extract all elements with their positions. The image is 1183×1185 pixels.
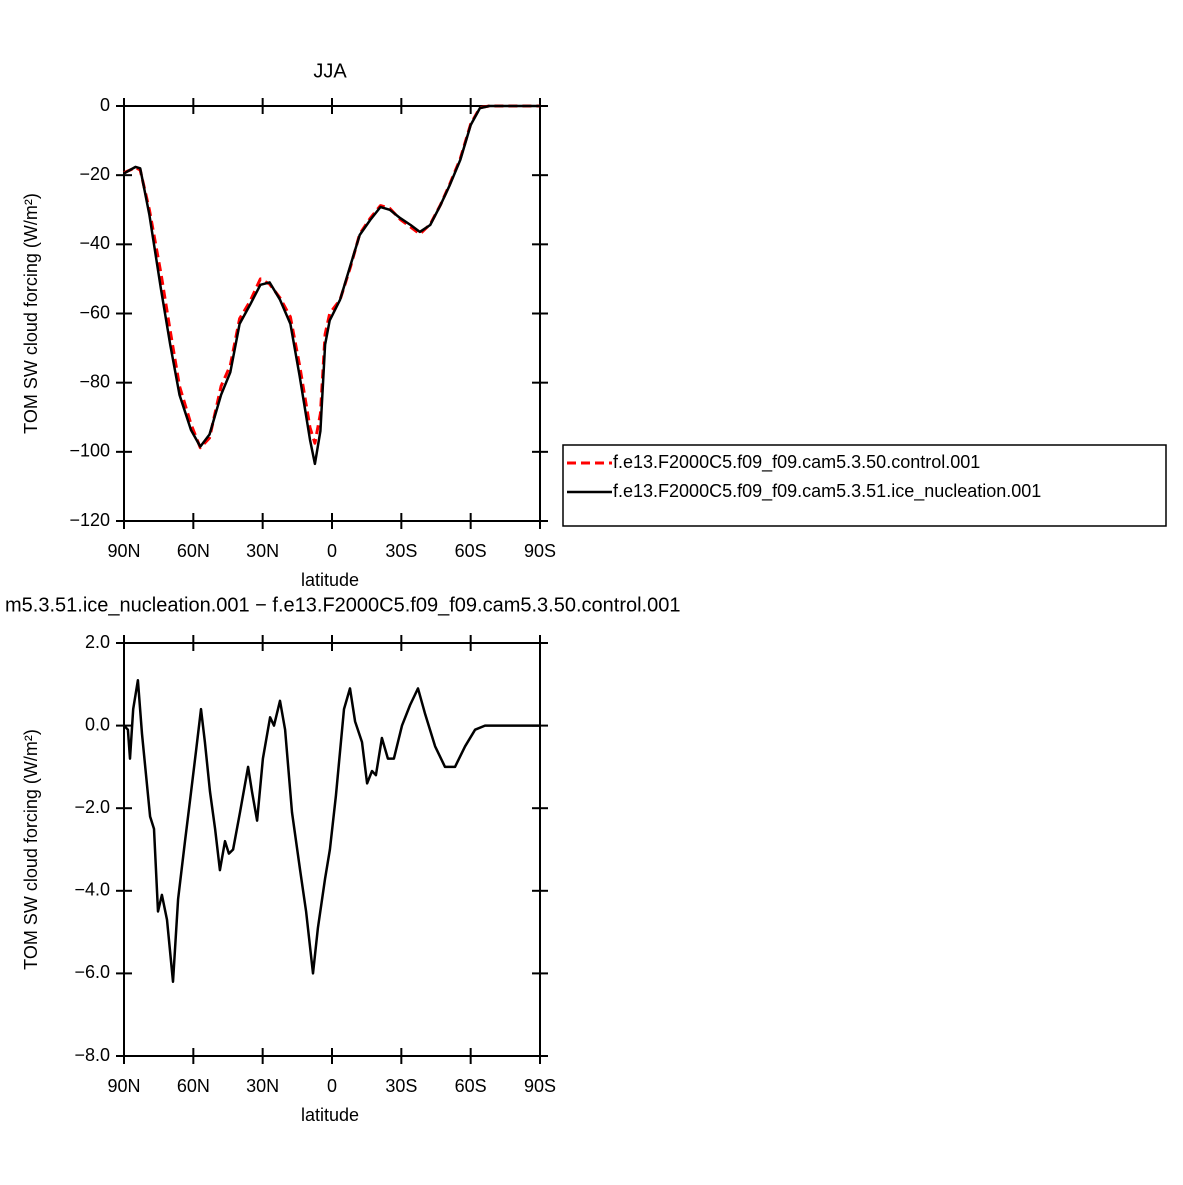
y-tick-label: −40 xyxy=(79,233,110,253)
x-tick-label: 30N xyxy=(246,541,279,561)
y-tick-label: −100 xyxy=(69,441,110,461)
series-line xyxy=(123,104,540,450)
series-line xyxy=(123,678,540,983)
x-tick-label: 90S xyxy=(524,1076,556,1096)
x-tick-label: 90N xyxy=(107,541,140,561)
x-tick-label: 30S xyxy=(385,541,417,561)
x-tick-label: 30N xyxy=(246,1076,279,1096)
series-line xyxy=(123,104,540,466)
y-tick-label: −6.0 xyxy=(74,962,110,982)
legend-box xyxy=(562,444,1167,527)
y-tick-label: −8.0 xyxy=(74,1045,110,1065)
x-axis-label: latitude xyxy=(301,1105,359,1125)
x-tick-label: 0 xyxy=(327,1076,337,1096)
x-tick-label: 60S xyxy=(455,541,487,561)
y-axis-label: TOM SW cloud forcing (W/m²) xyxy=(21,193,41,434)
x-tick-label: 90N xyxy=(107,1076,140,1096)
y-axis-label: TOM SW cloud forcing (W/m²) xyxy=(21,729,41,970)
chart-title: JJA xyxy=(313,60,347,82)
x-axis-label: latitude xyxy=(301,570,359,590)
x-tick-label: 60N xyxy=(177,1076,210,1096)
legend-label: f.e13.F2000C5.f09_f09.cam5.3.51.ice_nucl… xyxy=(613,481,1041,502)
chart-title: m5.3.51.ice_nucleation.001 − f.e13.F2000… xyxy=(5,594,680,616)
y-tick-label: −20 xyxy=(79,164,110,184)
x-tick-label: 60S xyxy=(455,1076,487,1096)
y-tick-label: −2.0 xyxy=(74,797,110,817)
plot-frame xyxy=(123,642,541,1057)
y-tick-label: 0.0 xyxy=(85,714,110,734)
x-tick-label: 0 xyxy=(327,541,337,561)
y-tick-label: 2.0 xyxy=(85,632,110,652)
y-tick-label: −80 xyxy=(79,371,110,391)
y-tick-label: 0 xyxy=(100,95,110,115)
legend-label: f.e13.F2000C5.f09_f09.cam5.3.50.control.… xyxy=(613,452,980,473)
x-tick-label: 30S xyxy=(385,1076,417,1096)
y-tick-label: −120 xyxy=(69,510,110,530)
y-tick-label: −60 xyxy=(79,302,110,322)
y-tick-label: −4.0 xyxy=(74,880,110,900)
x-tick-label: 90S xyxy=(524,541,556,561)
x-tick-label: 60N xyxy=(177,541,210,561)
